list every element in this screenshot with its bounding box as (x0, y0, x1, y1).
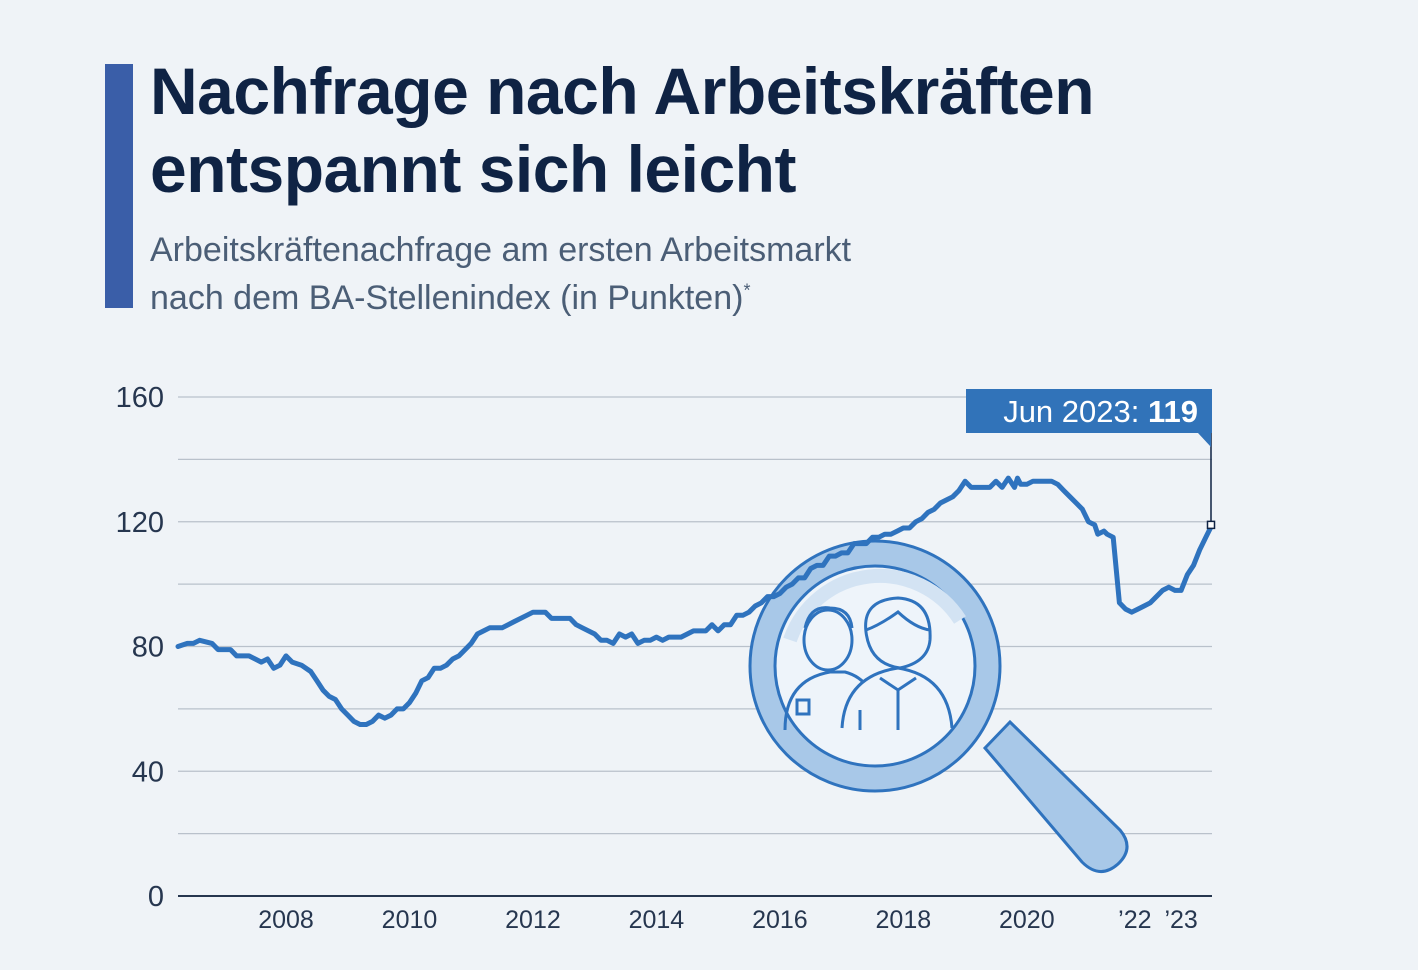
y-tick-label-160: 160 (116, 382, 164, 414)
x-axis-ticks: 2008 2010 2012 2014 2016 2018 2020 ’22 ’23 (258, 906, 1198, 934)
subtitle-line-2: nach dem BA-Stellenindex (in Punkten)* (150, 274, 1150, 322)
x-tick-label-2010: 2010 (382, 906, 438, 934)
title-line-2: entspannt sich leicht (150, 132, 796, 206)
x-tick-label-2018: 2018 (876, 906, 932, 934)
y-axis-ticks: 0 40 80 120 160 (116, 382, 164, 913)
callout-tail (1198, 433, 1211, 447)
x-tick-label-2014: 2014 (629, 906, 685, 934)
x-tick-label-2012: 2012 (505, 906, 561, 934)
chart-subtitle: Arbeitskräftenachfrage am ersten Arbeits… (150, 226, 1150, 322)
subtitle-line-1: Arbeitskräftenachfrage am ersten Arbeits… (150, 231, 852, 269)
page-title: Nachfrage nach Arbeitskräften entspannt … (150, 52, 1350, 208)
callout-label: Jun 2023: 119 (1003, 394, 1198, 429)
callout-prefix: Jun 2023: (1003, 394, 1148, 429)
magnifier-people-icon (748, 539, 1129, 873)
y-tick-label-120: 120 (116, 507, 164, 539)
y-tick-label-0: 0 (148, 881, 164, 913)
x-tick-label-’23: ’23 (1164, 906, 1197, 934)
x-tick-label-2020: 2020 (999, 906, 1055, 934)
x-tick-label-2008: 2008 (258, 906, 314, 934)
series-line-ba-stellenindex (175, 475, 1215, 727)
x-tick-label-2016: 2016 (752, 906, 808, 934)
y-tick-label-40: 40 (132, 756, 164, 788)
callout: Jun 2023: 119 (966, 389, 1216, 530)
footnote-mark: * (743, 280, 751, 301)
last-point-marker (1206, 520, 1216, 530)
accent-bar (105, 64, 133, 308)
title-line-1: Nachfrage nach Arbeitskräften (150, 54, 1095, 128)
x-tick-label-’22: ’22 (1118, 906, 1151, 934)
y-tick-label-80: 80 (132, 632, 164, 664)
subtitle-line-2-text: nach dem BA-Stellenindex (in Punkten) (150, 279, 744, 317)
callout-value: 119 (1148, 394, 1198, 429)
callout-box (966, 389, 1212, 433)
